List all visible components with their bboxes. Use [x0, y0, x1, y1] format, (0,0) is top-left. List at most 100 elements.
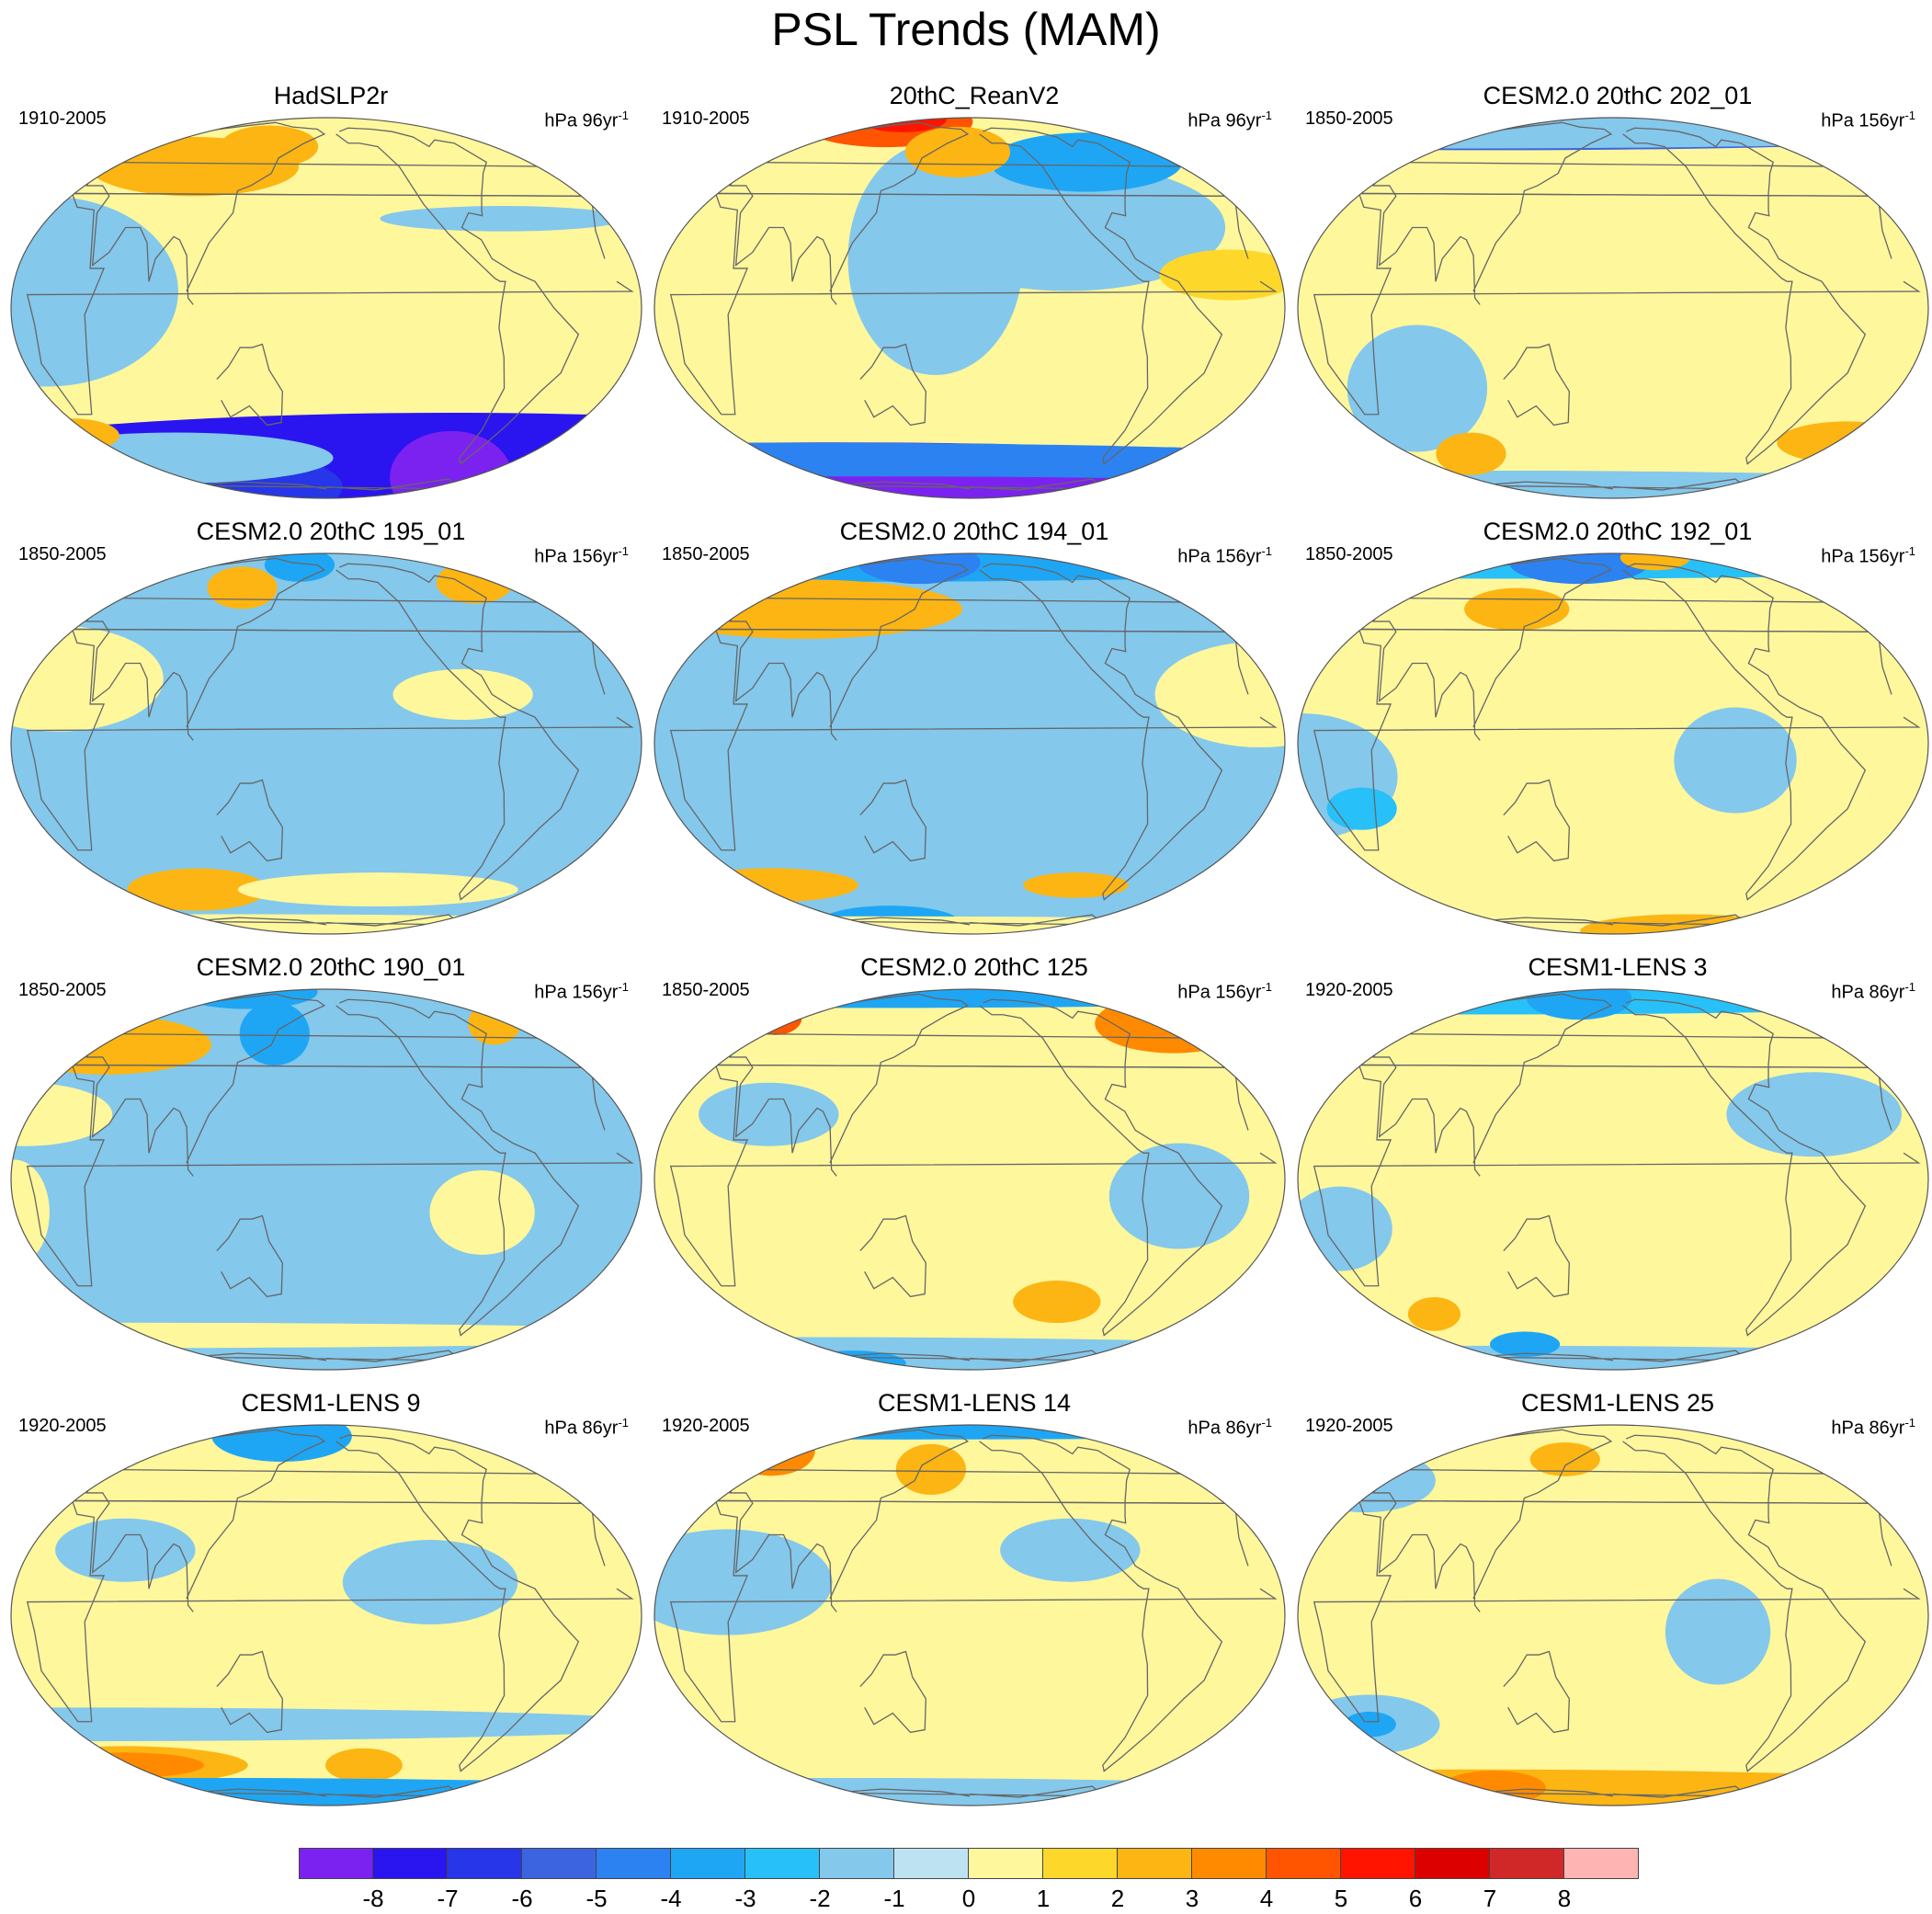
units-exponent: -1 [1904, 980, 1915, 994]
trend-contour [11, 625, 164, 732]
map-panel: CESM1-LENS 25 1920-2005 hPa 86yr-1 [1296, 1388, 1932, 1820]
period-label: 1850-2005 [1305, 544, 1393, 564]
colorbar-tick-label: -5 [585, 1885, 608, 1912]
trend-map [10, 1424, 642, 1806]
trend-contour [1298, 1769, 1928, 1806]
map-panel: CESM2.0 20thC 125 1850-2005 hPa 156yr-1 [653, 952, 1296, 1384]
panel-title: HadSLP2r [273, 82, 389, 109]
trend-contour [436, 561, 514, 604]
map-panel: CESM2.0 20thC 192_01 1850-2005 hPa 156yr-1 [1296, 517, 1932, 949]
colorbar-tick-label: 3 [1185, 1885, 1199, 1912]
colorbar-swatch [1192, 1848, 1267, 1879]
map-border [653, 117, 1286, 499]
coastline [1622, 998, 1867, 1337]
coastline [833, 1350, 1107, 1362]
field-background [1298, 989, 1928, 1370]
coastline [859, 343, 926, 427]
trend-contour [699, 1082, 839, 1146]
coastline [189, 914, 463, 927]
trend-contour [654, 1529, 833, 1635]
coastline [1476, 1350, 1750, 1362]
trend-contour [1298, 118, 1928, 149]
units-label: hPa 86yr-1 [1188, 1416, 1272, 1440]
map-border [653, 988, 1286, 1371]
units-text: hPa 156yr [1821, 110, 1905, 131]
units-label: hPa 156yr-1 [1177, 544, 1272, 568]
coastline [335, 563, 580, 901]
map-border [1297, 1424, 1929, 1806]
units-text: hPa 86yr [1188, 1418, 1262, 1439]
panel-title: CESM2.0 20thC 195_01 [196, 518, 466, 545]
colorbar-swatch [1564, 1848, 1639, 1879]
map-border [653, 1424, 1286, 1806]
trend-contour [11, 1322, 642, 1349]
colorbar-swatch [373, 1848, 448, 1879]
colorbar-swatch [1415, 1848, 1490, 1879]
period-label: 1910-2005 [18, 108, 107, 129]
trend-contour [1343, 1711, 1396, 1737]
coastline [979, 127, 1223, 465]
coastline [979, 563, 1223, 901]
period-label: 1850-2005 [662, 544, 750, 564]
map-border [1297, 553, 1929, 935]
trend-contour [1013, 1281, 1101, 1324]
units-exponent: -1 [618, 1416, 629, 1430]
panel-title: CESM1-LENS 25 [1520, 1389, 1715, 1417]
trend-map [653, 988, 1286, 1371]
trend-map [1297, 553, 1929, 935]
units-text: hPa 156yr [1177, 982, 1262, 1003]
panel-title: CESM2.0 20thC 192_01 [1483, 518, 1753, 545]
map-panel: HadSLP2r 1910-2005 hPa 96yr-1 [9, 81, 653, 513]
trend-contour [468, 1002, 521, 1045]
map-panel: CESM1-LENS 14 1920-2005 hPa 86yr-1 [653, 1388, 1296, 1820]
colorbar-tick-label: 2 [1110, 1885, 1125, 1912]
period-label: 1920-2005 [1305, 980, 1393, 1000]
trend-contour [1440, 1771, 1546, 1806]
colorbar-tick-label: 6 [1408, 1885, 1423, 1912]
trend-contour [342, 1540, 518, 1625]
units-exponent: -1 [1261, 108, 1272, 122]
trend-map [10, 988, 642, 1371]
trend-contour [654, 989, 1285, 1008]
units-exponent: -1 [1261, 544, 1272, 558]
period-label: 1850-2005 [18, 980, 107, 1000]
trend-contour [895, 1443, 966, 1496]
trend-contour [390, 430, 513, 498]
trend-contour [11, 1777, 642, 1806]
coastline [216, 779, 283, 862]
trend-contour [1108, 1143, 1250, 1249]
map-border [10, 553, 642, 935]
trend-contour [55, 1518, 196, 1582]
units-label: hPa 156yr-1 [534, 980, 629, 1004]
colorbar-tick-label: 0 [961, 1885, 976, 1912]
trend-contour [847, 142, 1024, 375]
coastline [859, 1650, 926, 1734]
trend-contour [727, 1425, 815, 1476]
trend-contour [654, 1777, 1285, 1806]
trend-contour [1674, 707, 1797, 814]
trend-contour [239, 1001, 310, 1065]
trend-contour [1436, 432, 1506, 475]
trend-map [1297, 1424, 1929, 1806]
panel-title: 20thC_ReanV2 [889, 82, 1060, 109]
units-exponent: -1 [618, 980, 629, 994]
trend-contour [1298, 1449, 1436, 1513]
panel-title: CESM1-LENS 3 [1528, 953, 1708, 981]
trend-contour [1489, 1331, 1561, 1358]
units-label: hPa 96yr-1 [1188, 108, 1272, 132]
trend-contour [1347, 325, 1488, 452]
map-panel: CESM2.0 20thC 190_01 1850-2005 hPa 156yr-1 [9, 952, 653, 1384]
trend-contour [325, 1748, 403, 1783]
units-text: hPa 156yr [534, 982, 619, 1003]
units-exponent: -1 [1904, 544, 1915, 558]
period-label: 1850-2005 [662, 980, 750, 1000]
trend-map [1297, 988, 1929, 1371]
colorbar-tick-label: 8 [1557, 1885, 1572, 1912]
colorbar-tick-label: 5 [1334, 1885, 1348, 1912]
units-text: hPa 156yr [534, 546, 619, 567]
trend-map [653, 117, 1286, 499]
coastline [216, 343, 283, 427]
map-border [10, 1424, 642, 1806]
colorbar-swatch [299, 1848, 373, 1879]
coastline [216, 1214, 283, 1298]
